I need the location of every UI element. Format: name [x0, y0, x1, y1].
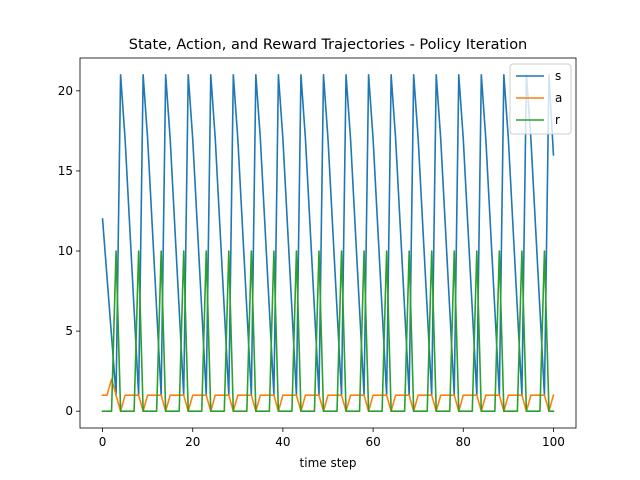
legend-box: [509, 63, 572, 135]
x-tick-label: 100: [542, 435, 565, 449]
plot-frame: [79, 57, 577, 429]
legend-label-a: a: [555, 91, 562, 105]
y-axis-ticks: 0 5 10 15 20: [58, 84, 80, 418]
x-tick-label: 40: [275, 435, 290, 449]
x-tick-label: 0: [99, 435, 107, 449]
x-axis-label: time step: [300, 456, 357, 470]
series-layer: [101, 74, 555, 412]
x-tick-label: 80: [456, 435, 471, 449]
y-tick-label: 0: [65, 404, 73, 418]
y-tick-label: 15: [58, 164, 73, 178]
chart-title: State, Action, and Reward Trajectories -…: [129, 37, 528, 53]
y-tick-label: 5: [65, 324, 73, 338]
x-axis-ticks: 0 20 40 60 80 100: [99, 428, 565, 449]
x-tick-label: 20: [185, 435, 200, 449]
legend-label-r: r: [555, 113, 560, 127]
legend: sar: [509, 63, 572, 135]
legend-label-s: s: [555, 69, 561, 83]
x-tick-label: 60: [365, 435, 380, 449]
series-line-r: [101, 250, 555, 412]
y-tick-label: 10: [58, 244, 73, 258]
y-tick-label: 20: [58, 84, 73, 98]
